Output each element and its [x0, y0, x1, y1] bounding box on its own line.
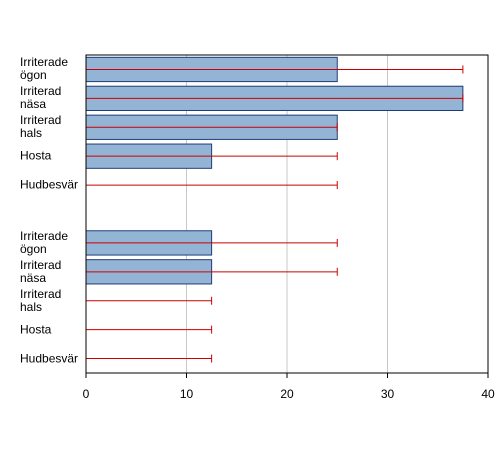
y-tick-label: Hudbesvär: [20, 351, 79, 366]
y-tick-label: Irriterade ögon: [20, 228, 69, 256]
x-tick-label: 30: [381, 387, 395, 401]
y-tick-label: Irriterade ögon: [20, 55, 69, 83]
y-tick-label: Irriterad hals: [20, 113, 62, 141]
y-tick-label: Irriterad hals: [20, 286, 62, 314]
x-tick-label: 10: [180, 387, 194, 401]
y-tick-label: Hosta: [20, 148, 52, 163]
x-tick-label: 40: [481, 387, 495, 401]
y-tick-label: Hudbesvär: [20, 177, 79, 192]
plot-frame: [85, 54, 489, 374]
y-tick-label: Irriterad näsa: [20, 257, 62, 285]
x-tick-label: 20: [280, 387, 294, 401]
x-tick-label: 0: [83, 387, 90, 401]
y-tick-label: Irriterad näsa: [20, 84, 62, 112]
y-tick-label: Hosta: [20, 322, 52, 337]
